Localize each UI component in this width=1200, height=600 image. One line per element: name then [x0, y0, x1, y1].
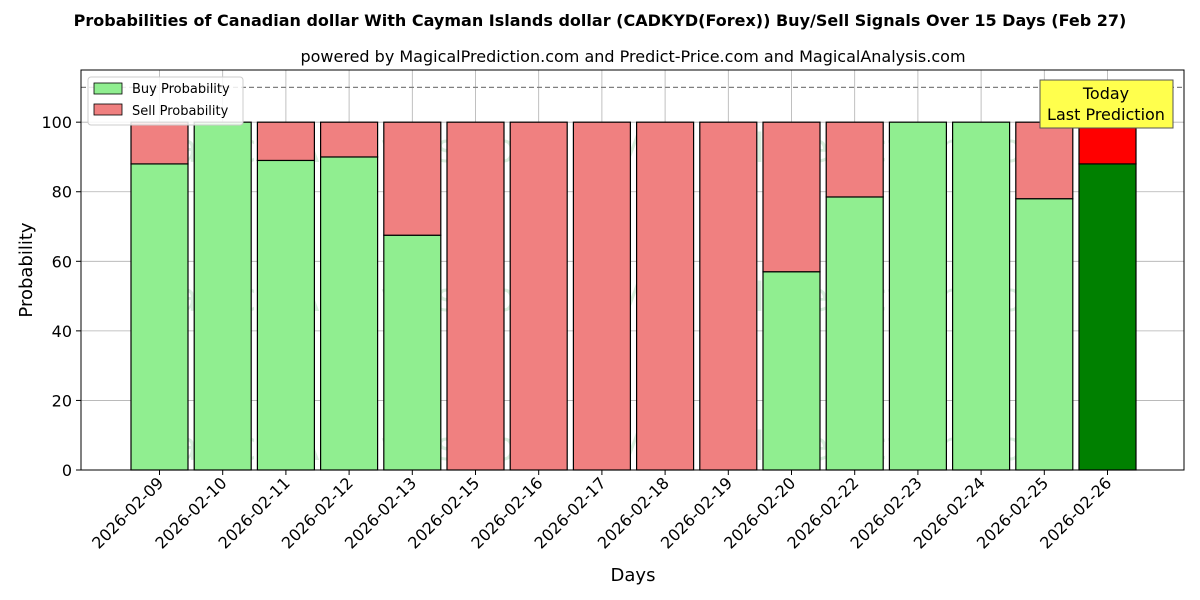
bar-sell	[572, 121, 632, 471]
x-axis-label: Days	[611, 565, 656, 586]
bar-sell	[383, 121, 442, 236]
bar-buy	[193, 121, 252, 471]
annotation-line-2: Last Prediction	[1047, 105, 1165, 124]
bar-buy	[320, 156, 379, 471]
bar-buy	[1078, 163, 1137, 471]
bar-buy	[825, 196, 884, 471]
bar-buy	[1015, 198, 1074, 471]
bar-buy	[888, 121, 948, 471]
y-tick-label: 80	[52, 183, 72, 202]
bar-sell	[320, 121, 379, 158]
y-tick-label: 0	[62, 461, 72, 480]
bar-buy	[951, 121, 1011, 471]
bar-sell	[446, 121, 505, 471]
y-axis: 0 20 40 60 80 100	[41, 113, 81, 480]
bar-sell	[1015, 121, 1074, 200]
y-tick-label: 60	[52, 252, 72, 271]
legend-swatch-sell	[93, 103, 123, 116]
bar-buy	[256, 159, 315, 471]
y-axis-label: Probability	[16, 222, 37, 317]
bar-sell	[825, 121, 884, 198]
chart-title: Probabilities of Canadian dollar With Ca…	[74, 11, 1127, 30]
legend: Buy Probability Sell Probability	[87, 76, 244, 126]
chart-subtitle: powered by MagicalPrediction.com and Pre…	[300, 47, 965, 66]
bar-sell	[762, 121, 821, 273]
bar-sell	[130, 121, 189, 165]
y-tick-label: 100	[41, 113, 72, 132]
y-tick-label: 40	[52, 322, 72, 341]
annotation-line-1: Today	[1082, 84, 1129, 103]
bar-buy	[383, 234, 442, 471]
today-annotation: Today Last Prediction	[1039, 79, 1174, 129]
bars	[130, 121, 1137, 471]
bar-buy	[762, 271, 821, 471]
legend-label-sell: Sell Probability	[132, 104, 229, 119]
annotation-box	[1039, 79, 1174, 129]
bar-sell	[635, 121, 695, 471]
legend-label-buy: Buy Probability	[132, 82, 230, 97]
plot-frame	[80, 69, 1185, 471]
bar-sell	[256, 121, 315, 162]
bar-sell	[509, 121, 568, 471]
bar-sell	[699, 121, 758, 471]
bar-buy	[130, 163, 189, 471]
y-tick-label: 20	[52, 391, 72, 410]
x-axis: 2026-02-092026-02-102026-02-112026-02-12…	[88, 470, 1115, 553]
legend-swatch-buy	[93, 82, 123, 95]
legend-box	[87, 76, 244, 126]
